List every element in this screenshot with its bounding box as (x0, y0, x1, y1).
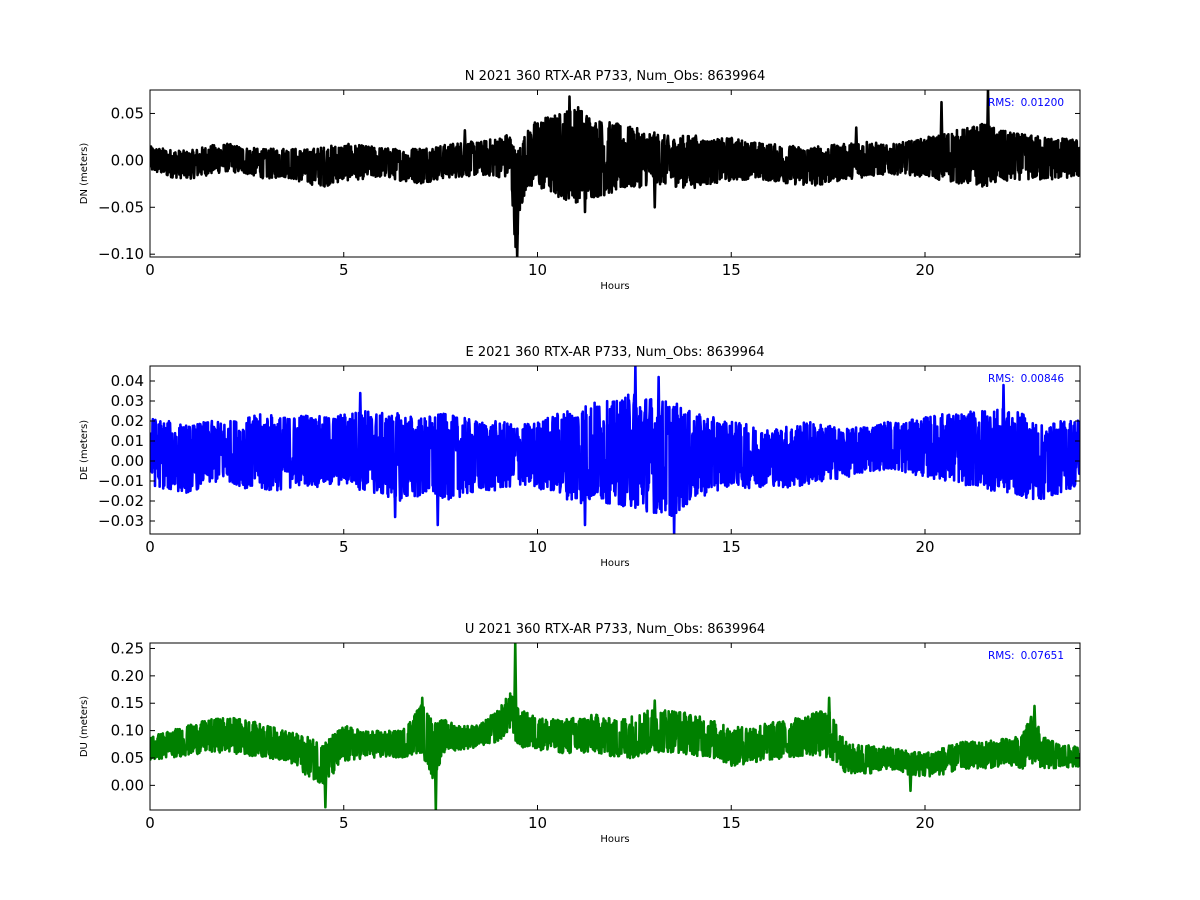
rms-value: 0.07651 (1021, 650, 1064, 662)
panel-n: 0 5 10 15 20 −0.10 −0.05 0.00 0.05 N 2021 360 RTX… (79, 69, 1081, 292)
rms-label: RMS: (988, 97, 1015, 109)
rms-label: RMS: (988, 650, 1015, 662)
y-tick-label: 0.03 (111, 392, 144, 410)
series-line-e-0 (150, 366, 1080, 534)
x-axis-label: Hours (600, 834, 629, 845)
y-axis-label: DE (meters) (79, 420, 90, 480)
x-tick-label: 5 (339, 261, 349, 279)
x-tick-label: 10 (528, 814, 547, 832)
rms-value: 0.01200 (1021, 97, 1064, 109)
plot-frame (149, 89, 1081, 258)
rms-value: 0.00846 (1021, 373, 1065, 385)
x-tick-label: 0 (145, 814, 155, 832)
y-axis-label: DN (meters) (79, 143, 90, 205)
rms-annotation: RMS: 0.01200 (988, 97, 1064, 109)
x-tick-label: 20 (915, 538, 934, 556)
plot-frame (149, 365, 1081, 535)
x-tick-label: 15 (722, 261, 741, 279)
y-tick-label: 0.15 (111, 694, 144, 712)
rms-annotation: RMS: 0.00846 (988, 373, 1064, 385)
y-axis-label: DU (meters) (79, 696, 90, 757)
x-tick-label: 20 (915, 261, 934, 279)
x-tick-label: 0 (145, 538, 155, 556)
y-tick-label: 0.05 (111, 104, 144, 122)
x-tick-label: 15 (722, 814, 741, 832)
y-tick-label: −0.03 (98, 512, 144, 530)
x-axis-label: Hours (600, 558, 629, 569)
y-tick-label: 0.01 (111, 432, 144, 450)
y-tick-label: 0.00 (111, 151, 144, 169)
y-tick-label: 0.20 (111, 667, 144, 685)
series-line-u-0 (150, 643, 1080, 810)
x-axis-label: Hours (600, 281, 629, 292)
y-tick-label: −0.10 (98, 245, 144, 263)
series-group (150, 366, 1080, 534)
series-group (150, 90, 1080, 257)
y-tick-label: 0.00 (111, 452, 144, 470)
chart-title: N 2021 360 RTX-AR P733, Num_Obs: 8639964 (465, 69, 765, 84)
y-tick-label: −0.01 (98, 472, 144, 490)
x-tick-label: 20 (915, 814, 934, 832)
chart-title: E 2021 360 RTX-AR P733, Num_Obs: 8639964 (466, 345, 765, 360)
x-tick-label: 5 (339, 814, 349, 832)
series-group (150, 643, 1080, 810)
x-tick-label: 15 (722, 538, 741, 556)
y-tick-label: 0.10 (111, 722, 144, 740)
x-tick-label: 10 (528, 261, 547, 279)
x-tick-label: 5 (339, 538, 349, 556)
x-tick-label: 0 (145, 261, 155, 279)
y-tick-label: 0.04 (111, 372, 144, 390)
rms-label: RMS: (988, 373, 1015, 385)
chart-title: U 2021 360 RTX-AR P733, Num_Obs: 8639964 (465, 622, 765, 637)
y-tick-label: 0.05 (111, 749, 144, 767)
y-tick-label: −0.02 (98, 492, 144, 510)
x-tick-label: 10 (528, 538, 547, 556)
rms-annotation: RMS: 0.07651 (988, 650, 1064, 662)
plot-frame (149, 642, 1081, 811)
y-tick-label: 0.02 (111, 412, 144, 430)
panel-e: 0 5 10 15 20 −0.03 −0.02 −0.01 0.00 0.01 0.02 0.03 0… (79, 345, 1081, 569)
y-tick-label: 0.00 (111, 776, 144, 794)
series-line-n-0 (150, 90, 1080, 257)
panel-u: 0 5 10 15 20 0.00 0.05 0.10 0.15 0.20 0.25 U 2021 3… (79, 622, 1081, 845)
y-tick-label: 0.25 (111, 639, 144, 657)
y-tick-label: −0.05 (98, 198, 144, 216)
